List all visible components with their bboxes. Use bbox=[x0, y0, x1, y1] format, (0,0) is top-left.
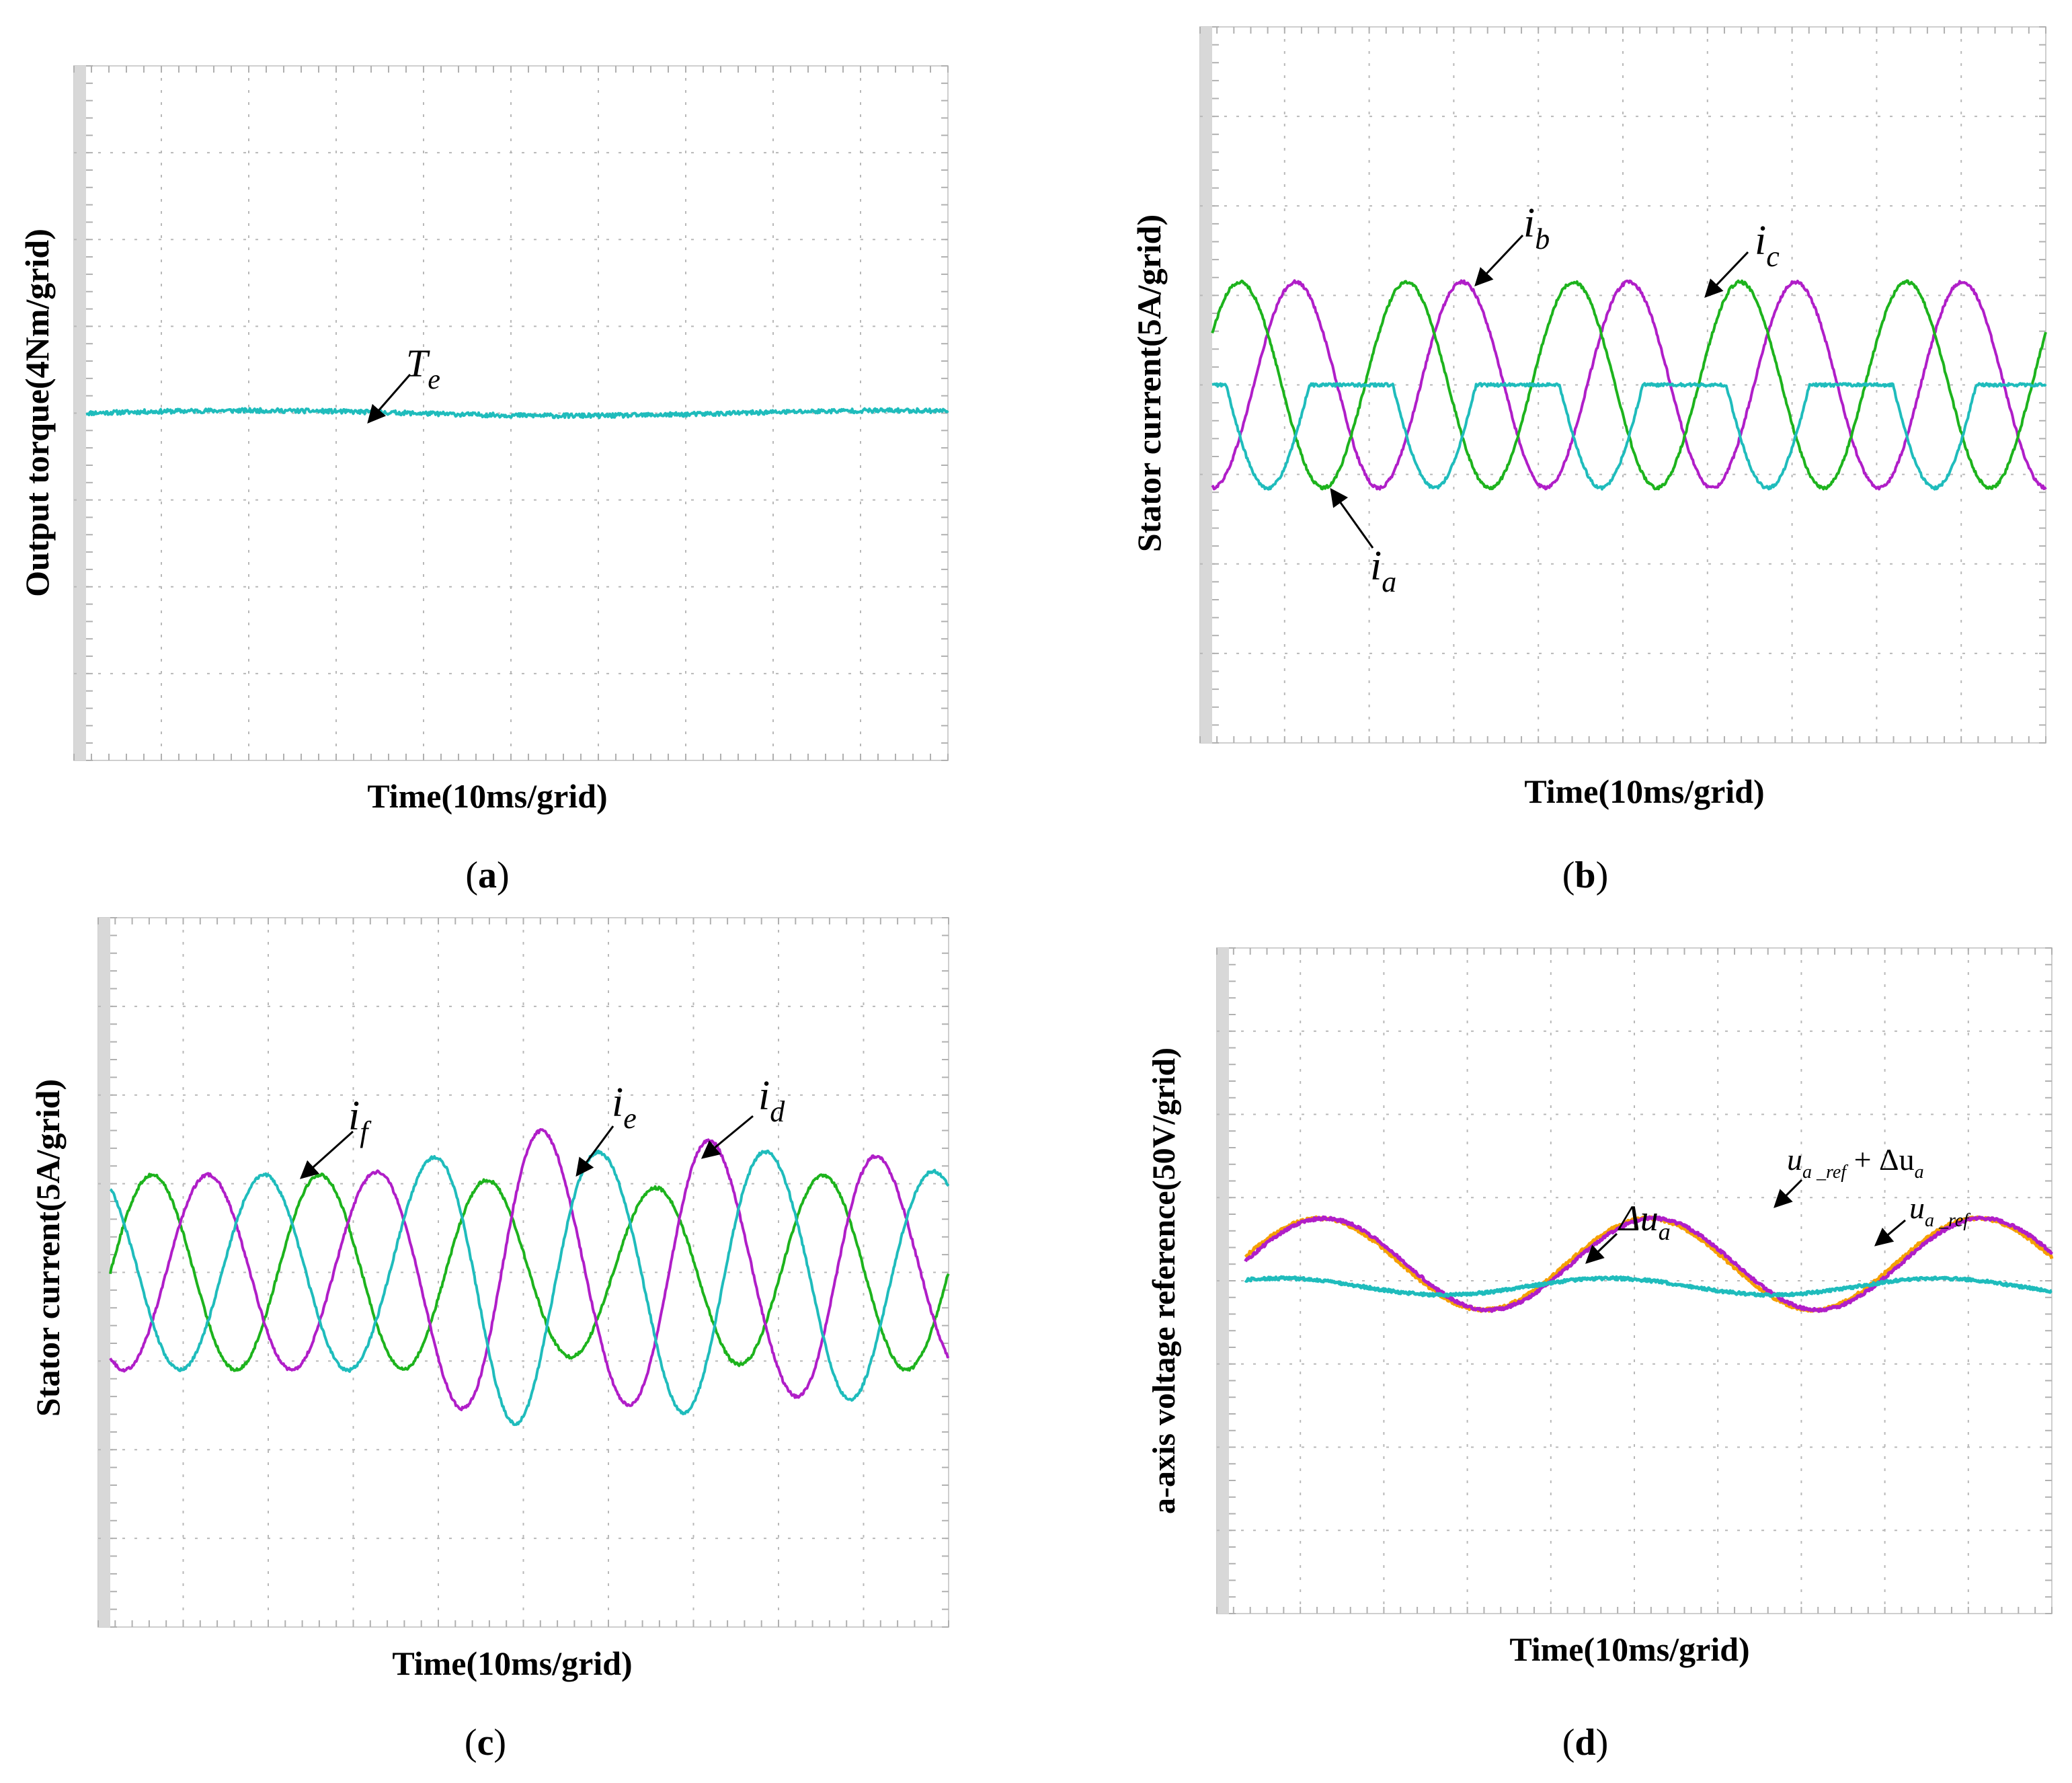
svg-text:ua _ref + Δua: ua _ref + Δua bbox=[1787, 1142, 1924, 1183]
svg-text:ib: ib bbox=[1523, 200, 1550, 255]
svg-text:ie: ie bbox=[612, 1080, 637, 1135]
annotation-arrow bbox=[701, 1115, 754, 1159]
annotation-subscript: c bbox=[1766, 240, 1780, 273]
annotation-arrow bbox=[1474, 234, 1524, 286]
annotation-arrow bbox=[1874, 1219, 1906, 1246]
svg-text:Δua: Δua bbox=[1618, 1198, 1671, 1245]
annotation-arrow bbox=[1704, 251, 1749, 298]
grid-d bbox=[1216, 947, 2053, 1614]
traces-a bbox=[85, 407, 949, 420]
annotation-symbol: T bbox=[406, 342, 430, 385]
annotation-symbol: i bbox=[1523, 200, 1535, 246]
y-axis-label: Stator current(5A/grid) bbox=[1130, 214, 1168, 552]
panel-label-letter: d bbox=[1575, 1722, 1595, 1764]
panel-a: Te Output torque(4Nm/grid) Time(10ms/gri… bbox=[18, 65, 949, 896]
panel-label: (a) bbox=[465, 855, 509, 896]
annotation-arrow bbox=[1774, 1179, 1803, 1208]
annotation-symbol: u bbox=[1909, 1191, 1925, 1225]
y-axis-label: a-axis voltage reference(50V/grid) bbox=[1146, 1047, 1182, 1514]
trace-ua-ref-ua bbox=[1244, 1215, 2054, 1313]
trace-ia bbox=[1211, 382, 2047, 491]
grid-c bbox=[97, 917, 949, 1628]
annotation-arrow bbox=[1585, 1232, 1618, 1264]
grid-a bbox=[73, 65, 949, 761]
annotation-symbol: i bbox=[1370, 543, 1382, 589]
svg-text:id: id bbox=[758, 1073, 785, 1128]
panel-label: (d) bbox=[1562, 1722, 1608, 1764]
annotation-symbol: i bbox=[348, 1093, 360, 1139]
panel-label-letter: a bbox=[478, 855, 497, 896]
trace-Te bbox=[85, 407, 949, 420]
annotation-arrow bbox=[1330, 487, 1374, 549]
svg-text:ua _ref: ua _ref bbox=[1909, 1191, 1970, 1231]
annotation-Te: Te bbox=[367, 342, 440, 424]
annotation-ib: ib bbox=[1474, 200, 1550, 286]
panel-d: Δua ua _ref + Δua ua _ref a-axis voltage… bbox=[1146, 947, 2054, 1764]
y-axis-label: Stator current(5A/grid) bbox=[29, 1079, 67, 1417]
svg-text:ia: ia bbox=[1370, 543, 1396, 598]
annotation-symbol: i bbox=[758, 1073, 770, 1119]
annotation-subscript: a bbox=[1659, 1218, 1671, 1245]
svg-text:Te: Te bbox=[406, 342, 440, 395]
panel-label-letter: b bbox=[1575, 855, 1595, 896]
annotation-subscript: a bbox=[1382, 565, 1396, 598]
annotation-subscript: a _ref bbox=[1802, 1162, 1848, 1183]
panel-label-letter: c bbox=[477, 1722, 494, 1764]
annotation-ua-ref: ua _ref bbox=[1874, 1191, 1970, 1246]
x-axis-label: Time(10ms/grid) bbox=[1524, 772, 1764, 810]
svg-text:ic: ic bbox=[1755, 218, 1780, 273]
annotation-subscript: a _ref bbox=[1925, 1210, 1970, 1231]
annotation-ua-ref-plus-delta: ua _ref + Δua bbox=[1774, 1142, 1924, 1208]
trace--ua bbox=[1244, 1275, 2053, 1298]
x-axis-label: Time(10ms/grid) bbox=[367, 777, 607, 815]
y-axis-label: Output torque(4Nm/grid) bbox=[18, 229, 56, 597]
x-axis-label: Time(10ms/grid) bbox=[392, 1645, 632, 1682]
annotation-arrow bbox=[299, 1130, 354, 1179]
annotation-symbol: u bbox=[1787, 1142, 1802, 1177]
panel-label: (c) bbox=[465, 1722, 506, 1764]
scope-gutter bbox=[98, 918, 110, 1627]
traces-c bbox=[109, 1127, 950, 1427]
x-axis-label: Time(10ms/grid) bbox=[1509, 1630, 1749, 1668]
scope-gutter bbox=[1217, 948, 1229, 1614]
scope-gutter bbox=[74, 66, 86, 760]
annotation-symbol: i bbox=[1755, 218, 1766, 264]
panel-c: if ie id Stator current(5A/grid) Time(10… bbox=[29, 917, 950, 1764]
annotation-symbol: i bbox=[612, 1080, 623, 1125]
annotation-delta-ua: Δua bbox=[1585, 1198, 1671, 1264]
annotation-arrow bbox=[575, 1125, 614, 1177]
annotation-tail-subscript: a bbox=[1915, 1162, 1924, 1183]
annotation-ia: ia bbox=[1330, 487, 1396, 598]
annotation-subscript: e bbox=[623, 1102, 637, 1135]
annotation-id: id bbox=[701, 1073, 785, 1159]
traces-b bbox=[1211, 279, 2047, 491]
annotation-subscript: b bbox=[1535, 223, 1550, 255]
annotation-subscript: d bbox=[770, 1095, 785, 1128]
annotation-symbol: Δu bbox=[1618, 1198, 1659, 1238]
annotation-arrow bbox=[367, 374, 411, 424]
annotation-ic: ic bbox=[1704, 218, 1780, 298]
annotation-tail: + Δu bbox=[1846, 1142, 1915, 1177]
panel-label: (b) bbox=[1562, 855, 1608, 896]
grid-b bbox=[1199, 26, 2046, 744]
traces-d bbox=[1244, 1215, 2054, 1313]
trace-ie bbox=[109, 1127, 950, 1411]
trace-id bbox=[109, 1149, 950, 1427]
panel-b: ib ic ia Stator current(5A/grid) Time(10… bbox=[1130, 26, 2047, 896]
trace-if bbox=[109, 1173, 950, 1372]
scope-gutter bbox=[1200, 27, 1212, 743]
annotation-subscript: e bbox=[428, 364, 440, 395]
annotation-ie: ie bbox=[575, 1080, 637, 1177]
